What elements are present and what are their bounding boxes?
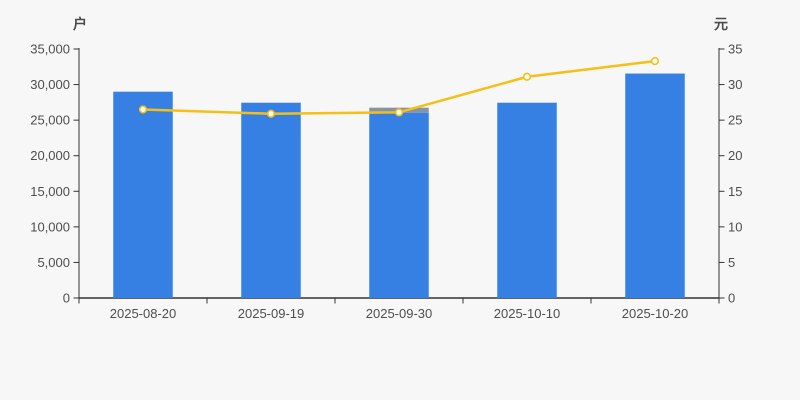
right-axis-tick-label: 20 — [728, 148, 742, 163]
right-axis-tick-label: 30 — [728, 77, 742, 92]
left-axis-tick-label: 30,000 — [30, 77, 70, 92]
right-axis-unit-label: 元 — [714, 16, 728, 32]
price-line-point-2025-08-20[interactable] — [138, 105, 148, 114]
x-axis-category-label: 2025-09-19 — [238, 306, 305, 321]
left-axis-tick-label: 10,000 — [30, 219, 70, 234]
left-axis-unit-label: 户 — [73, 16, 87, 32]
right-axis-tick-label: 5 — [728, 255, 735, 270]
bar-2025-10-20[interactable] — [625, 73, 685, 299]
bar-2025-08-20[interactable] — [113, 91, 173, 298]
left-axis-tick-label: 0 — [63, 291, 70, 306]
x-axis-category-label: 2025-10-10 — [494, 306, 561, 321]
right-axis-tick-label: 0 — [728, 291, 735, 306]
right-axis-tick-label: 35 — [728, 42, 742, 57]
price-line-point-2025-10-10[interactable] — [522, 72, 532, 81]
price-line-point-2025-09-30[interactable] — [394, 108, 404, 117]
price-line — [141, 59, 657, 115]
x-axis-category-label: 2025-10-20 — [622, 306, 689, 321]
right-axis-tick-label: 15 — [728, 184, 742, 199]
right-axis-tick-label: 10 — [728, 219, 742, 234]
left-axis-tick-label: 5,000 — [37, 255, 70, 270]
left-axis-tick-label: 25,000 — [30, 113, 70, 128]
x-axis-category-label: 2025-08-20 — [110, 306, 177, 321]
x-axis-category-label: 2025-09-30 — [366, 306, 433, 321]
price-line-point-2025-10-20[interactable] — [650, 56, 660, 66]
right-axis-tick-label: 25 — [728, 113, 742, 128]
price-line-point-2025-09-19[interactable] — [266, 109, 276, 118]
bar-2025-10-10[interactable] — [497, 102, 557, 298]
left-axis-tick-label: 15,000 — [30, 184, 70, 199]
bar-2025-09-30[interactable] — [369, 112, 429, 299]
left-axis-tick-label: 35,000 — [30, 42, 70, 57]
bar-2025-09-19[interactable] — [241, 102, 301, 298]
left-axis-tick-label: 20,000 — [30, 148, 70, 163]
